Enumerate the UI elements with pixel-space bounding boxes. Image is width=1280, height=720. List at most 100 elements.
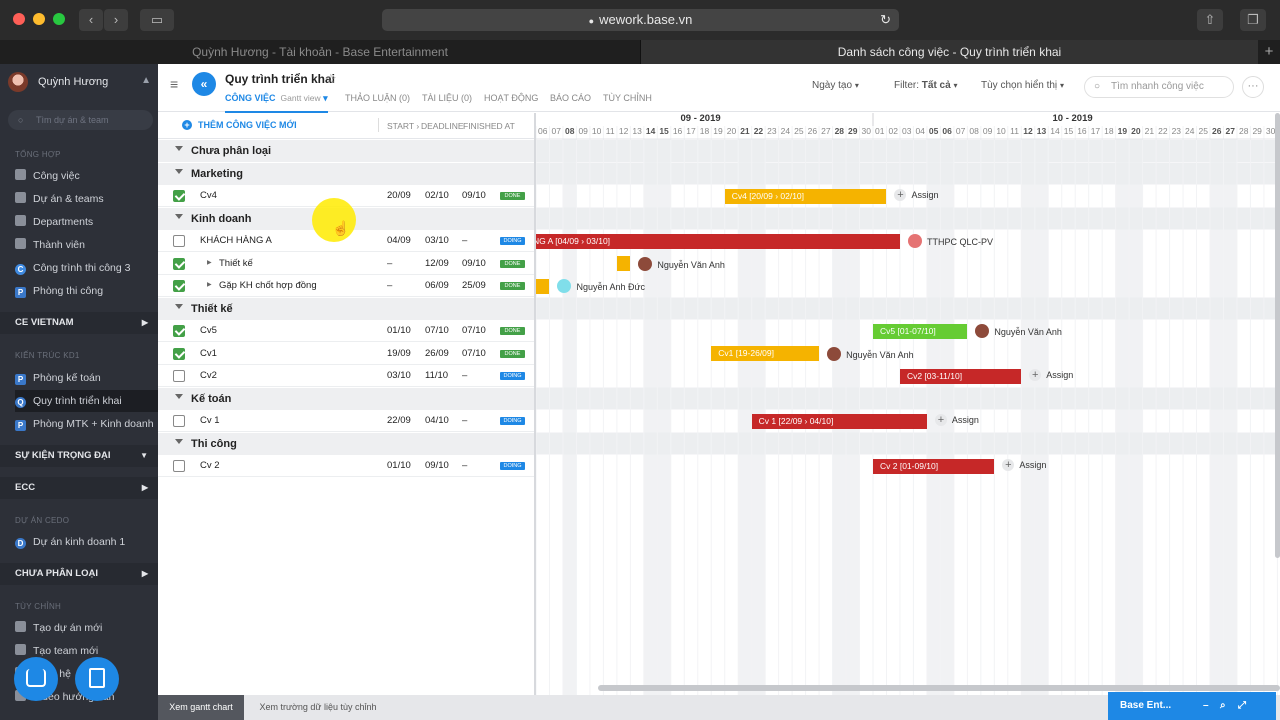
back-button[interactable]: ‹ xyxy=(79,9,103,31)
caret-down-icon[interactable]: ▾ xyxy=(320,93,328,103)
horizontal-scrollbar[interactable] xyxy=(598,685,1280,691)
caret-down-icon[interactable] xyxy=(175,213,183,219)
group-ce-vietnam[interactable]: CE VIETNAM ▶ xyxy=(0,312,158,334)
tab-2[interactable]: TÀI LIỆU (0) xyxy=(422,93,472,103)
task-name[interactable]: KHÁCH HÀNG A xyxy=(200,235,272,246)
task-name[interactable]: Cv5 xyxy=(200,325,217,336)
add-task-button[interactable]: + THÊM CÔNG VIỆC MỚI xyxy=(182,120,297,130)
chat-widget[interactable]: Base Ent... – ⌕ ⤢ xyxy=(1108,692,1276,720)
assign-button[interactable]: + Assign xyxy=(894,189,938,201)
panel-splitter[interactable] xyxy=(534,113,536,695)
task-row[interactable]: Cv 2 01/10 09/10 – DOING xyxy=(158,455,534,477)
gantt-bar[interactable]: KHÁCH HÀNG A [04/09 › 03/10] xyxy=(536,233,900,249)
assign-button[interactable]: + Assign xyxy=(934,414,979,426)
minimize-window-button[interactable] xyxy=(33,13,45,25)
forward-button[interactable]: › xyxy=(104,9,128,31)
tab-gantt-chart[interactable]: Xem gantt chart xyxy=(158,695,244,720)
tab-4[interactable]: BÁO CÁO xyxy=(550,93,591,103)
task-group[interactable]: Chưa phân loại xyxy=(158,140,534,162)
caret-right-icon[interactable]: ▶ xyxy=(207,282,212,288)
task-name[interactable]: Cv4 xyxy=(200,190,217,201)
display-options-dropdown[interactable]: Tùy chọn hiển thị ▾ xyxy=(981,80,1064,91)
task-name[interactable]: Cv2 xyxy=(200,370,217,381)
task-row[interactable]: ▶ Thiết kế – 12/09 09/10 DONE xyxy=(158,253,534,275)
assign-button[interactable]: + Assign xyxy=(1002,459,1046,471)
sidebar-item[interactable]: Tạo team mới xyxy=(15,640,158,662)
more-options-button[interactable]: ··· xyxy=(1242,76,1264,98)
task-checkbox[interactable] xyxy=(173,415,185,427)
task-name[interactable]: Cv 1 xyxy=(200,415,220,426)
task-row[interactable]: Cv 1 22/09 04/10 – DOING xyxy=(158,410,534,432)
gantt-bar[interactable]: Cv 1 [22/09 › 04/10] xyxy=(751,413,927,429)
task-row[interactable]: Cv1 19/09 26/09 07/10 DONE xyxy=(158,343,534,365)
assignee[interactable]: Nguyễn Anh Đức xyxy=(557,279,645,293)
sidebar-item[interactable]: C Công trình thi công 3 xyxy=(15,257,158,279)
vertical-scrollbar[interactable] xyxy=(1275,113,1280,558)
task-name[interactable]: Gặp KH chốt hợp đồng xyxy=(219,280,317,291)
sidebar-item[interactable]: Thành viên xyxy=(15,234,158,256)
sidebar-toggle-button[interactable]: ▭ xyxy=(140,9,174,31)
gantt-bar[interactable]: Cv2 [03-11/10] xyxy=(899,368,1022,384)
task-name[interactable]: Cv 2 xyxy=(200,460,220,471)
task-row[interactable]: Cv5 01/10 07/10 07/10 DONE xyxy=(158,320,534,342)
tab-5[interactable]: TÙY CHỈNH xyxy=(603,93,652,103)
task-row[interactable]: Cv2 03/10 11/10 – DOING xyxy=(158,365,534,387)
menu-icon[interactable]: ≡ xyxy=(170,76,179,92)
sidebar-search-input[interactable]: ○ Tìm dự án & team xyxy=(8,110,153,130)
gantt-bar[interactable] xyxy=(536,278,550,294)
search-icon[interactable]: ⌕ xyxy=(1220,700,1226,711)
task-checkbox[interactable] xyxy=(173,257,185,270)
sort-dropdown[interactable]: Ngày tạo ▾ xyxy=(812,80,859,91)
tab-1[interactable]: THẢO LUẬN (0) xyxy=(345,93,410,103)
sidebar-item[interactable]: Dự án & teams xyxy=(15,188,158,210)
address-bar[interactable]: ● wework.base.vn ↻ xyxy=(382,9,899,31)
quick-task-button[interactable] xyxy=(75,657,119,701)
task-group[interactable]: Marketing xyxy=(158,162,534,185)
assignee[interactable]: Nguyễn Văn Anh xyxy=(638,256,725,271)
caret-down-icon[interactable] xyxy=(175,393,183,399)
caret-down-icon[interactable] xyxy=(175,168,183,174)
browser-tab-account[interactable]: Quỳnh Hương - Tài khoản - Base Entertain… xyxy=(0,40,640,64)
assignee[interactable]: TTHPC QLC-PV xyxy=(907,234,993,248)
task-checkbox[interactable] xyxy=(173,347,185,360)
task-group[interactable]: Thi công xyxy=(158,432,534,455)
caret-down-icon[interactable] xyxy=(175,303,183,309)
group-chua-phan-loai[interactable]: CHƯA PHÂN LOẠI ▶ xyxy=(0,563,158,585)
browser-tab-tasks[interactable]: Danh sách công việc - Quy trình triển kh… xyxy=(640,40,1258,64)
new-tab-button[interactable]: + xyxy=(1258,40,1280,64)
assignee[interactable]: Nguyễn Văn Anh xyxy=(975,324,1062,338)
chat-launcher-button[interactable] xyxy=(14,657,58,701)
task-search-input[interactable]: ○ Tìm nhanh công việc xyxy=(1084,76,1234,98)
tab-custom-fields[interactable]: Xem trường dữ liệu tùy chỉnh xyxy=(248,695,388,720)
star-icon[interactable]: ☆ xyxy=(325,71,337,86)
sidebar-item[interactable]: Công việc xyxy=(15,165,158,187)
group-ecc[interactable]: ECC ▶ xyxy=(0,477,158,499)
gantt-bar[interactable]: Cv4 [20/09 › 02/10] xyxy=(724,188,887,204)
caret-right-icon[interactable]: ▶ xyxy=(207,259,212,266)
expand-icon[interactable]: ⤢ xyxy=(1238,700,1246,711)
task-group[interactable]: Thiết kế xyxy=(158,297,534,320)
task-checkbox[interactable] xyxy=(173,370,185,382)
tab-0[interactable]: CÔNG VIỆC Gantt view ▾ xyxy=(225,93,328,113)
sidebar-item[interactable]: D Dự án kinh doanh 1 xyxy=(15,531,158,553)
maximize-window-button[interactable] xyxy=(53,13,65,25)
reload-icon[interactable]: ↻ xyxy=(880,12,891,27)
group-su-kien[interactable]: SỰ KIỆN TRỌNG ĐẠI ▼ xyxy=(0,445,158,467)
task-name[interactable]: Thiết kế xyxy=(219,257,253,269)
assignee[interactable]: Nguyễn Văn Anh xyxy=(827,346,914,361)
sidebar-item[interactable]: Departments xyxy=(15,211,158,233)
task-row[interactable]: KHÁCH HÀNG A 04/09 03/10 – DOING xyxy=(158,230,534,252)
gantt-bar[interactable]: Cv1 [19-26/09] xyxy=(711,346,820,361)
caret-down-icon[interactable] xyxy=(175,146,183,151)
sidebar-item[interactable]: Tạo dự án mới xyxy=(15,617,158,639)
task-checkbox[interactable] xyxy=(173,460,185,472)
gantt-bar[interactable]: Cv5 [01-07/10] xyxy=(873,323,968,339)
task-checkbox[interactable] xyxy=(173,190,185,202)
view-label[interactable]: Gantt view xyxy=(280,93,321,103)
task-checkbox[interactable] xyxy=(173,280,185,292)
sidebar-item[interactable]: Q Quy trình triển khai xyxy=(15,390,158,412)
filter-dropdown[interactable]: Filter: Tất cả ▾ xyxy=(894,80,957,91)
task-name[interactable]: Cv1 xyxy=(200,347,217,359)
tab-3[interactable]: HOẠT ĐỘNG xyxy=(484,93,538,103)
caret-down-icon[interactable] xyxy=(175,438,183,444)
